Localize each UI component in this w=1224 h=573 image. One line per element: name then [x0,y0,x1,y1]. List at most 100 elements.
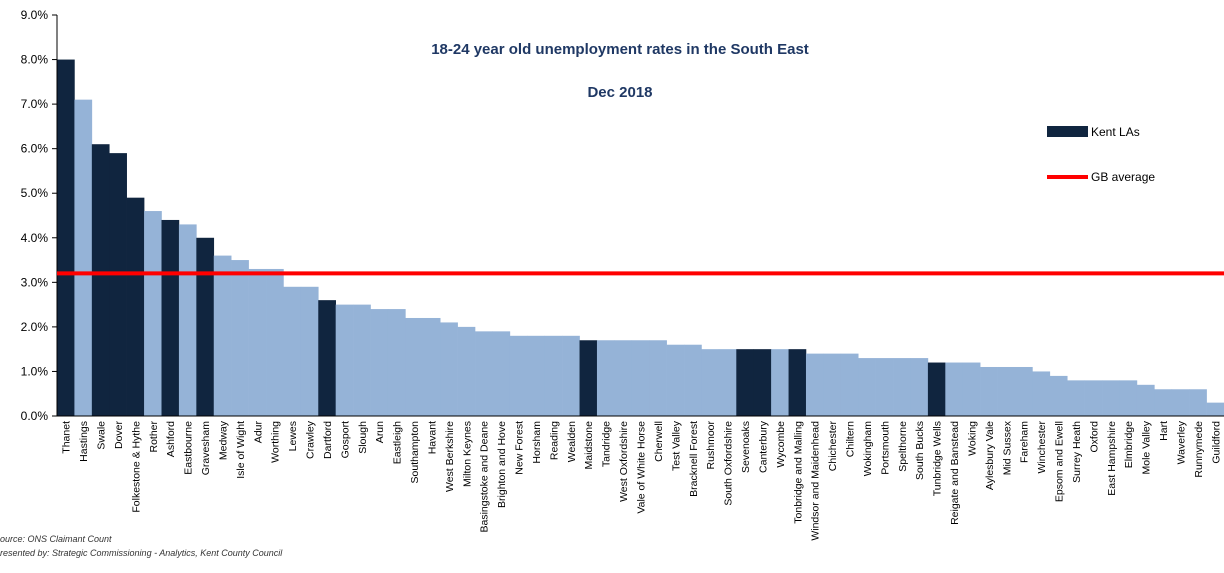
x-tick-label: Swale [96,421,108,450]
bar-winchester [1032,371,1051,416]
x-tick-label: Cherwell [653,421,665,462]
x-tick-label: Havant [426,421,438,454]
x-tick-label: New Forest [514,421,526,475]
chart-subtitle: Dec 2018 [587,84,652,101]
x-tick-label: Brighton and Hove [496,421,508,508]
bar-fareham [1014,366,1033,416]
bar-gravesham [196,237,215,416]
x-tick-label: Basingstoke and Deane [479,421,491,533]
bar-waverley [1171,389,1190,416]
chart-title: 18-24 year old unemployment rates in the… [431,41,809,58]
bar-rother [144,211,162,416]
bar-crawley [300,286,319,416]
bar-hastings [74,99,93,417]
bar-west-oxfordshire [614,340,633,416]
bar-havant [422,317,441,416]
bar-windsor-and-maidenhead [805,353,824,416]
x-tick-label: Wokingham [862,421,874,477]
bar-dartford [318,300,336,416]
bar-chichester [823,353,842,416]
bar-thanet [57,59,75,417]
x-tick-label: Gosport [339,421,351,458]
bar-guildford [1206,402,1224,416]
x-tick-label: Rushmoor [705,420,717,469]
bar-adur [248,268,267,416]
bar-tandridge [596,340,615,416]
y-tick-label: 0.0% [21,409,49,423]
x-tick-label: Mid Sussex [1001,420,1013,475]
x-tick-label: Thanet [61,421,73,454]
x-tick-label: Aylesbury Vale [984,421,996,490]
x-tick-label: West Berkshire [444,421,456,492]
y-tick-label: 3.0% [21,275,49,289]
x-tick-label: Ashford [165,421,177,457]
x-tick-label: West Oxfordshire [618,421,630,502]
x-tick-label: Bracknell Forest [688,421,700,497]
bar-swale [91,144,110,416]
x-tick-label: Southampton [409,421,421,484]
bar-south-oxfordshire [718,349,737,416]
x-tick-label: Worthing [270,421,282,463]
bar-surrey-heath [1067,380,1085,416]
y-axis: 0.0% 1.0% 2.0% 3.0% 4.0% 5.0% 6.0% 7.0% 8.0% 9.0% [21,8,1224,423]
x-tick-label: Horsham [531,421,543,464]
x-tick-label: Milton Keynes [461,421,473,487]
x-tick-label: Waverley [1175,420,1187,464]
x-axis: Thanet Hastings Swale Dover Folkestone & Hyt… [61,420,1223,540]
bar-aylesbury-vale [980,366,998,416]
bar-arun [370,309,389,416]
x-tick-label: Fareham [1019,421,1031,463]
bar-eastleigh [387,309,406,416]
bar-west-berkshire [440,322,458,416]
bar-tonbridge-and-malling [788,349,807,416]
bar-rushmoor [701,349,720,416]
x-tick-label: South Bucks [914,421,926,480]
x-tick-label: Reigate and Banstead [949,421,961,525]
x-tick-label: Windsor and Maidenhead [810,421,822,541]
x-tick-label: Mole Valley [1141,420,1153,474]
y-tick-label: 7.0% [21,97,49,111]
bar-slough [353,304,371,416]
x-tick-label: Vale of White Horse [636,421,648,514]
bar-portsmouth [875,358,894,416]
x-tick-label: Hastings [78,421,90,462]
x-tick-label: Medway [217,420,229,460]
bar-maidstone [579,340,598,416]
bar-hart [1154,389,1173,416]
bar-lewes [283,286,302,416]
x-tick-label: Wealden [566,421,578,462]
bar-southampton [405,317,424,416]
x-tick-label: South Oxfordshire [723,421,735,506]
x-tick-label: Eastleigh [392,421,404,464]
x-tick-label: Reading [548,421,560,460]
bar-wokingham [858,358,876,416]
x-tick-label: Chichester [827,421,839,472]
bar-epsom-and-ewell [1049,375,1068,416]
bar-horsham [527,335,546,416]
y-tick-label: 2.0% [21,320,49,334]
x-tick-label: Epsom and Ewell [1054,421,1066,502]
bar-brighton-and-hove [492,331,511,416]
x-tick-label: Tonbridge and Malling [792,421,804,524]
x-tick-label: Chiltern [845,421,857,457]
legend-label-gb: GB average [1091,170,1155,184]
bar-test-valley [666,344,685,416]
bar-chiltern [840,353,859,416]
x-tick-label: Wycombe [775,421,787,468]
bar-south-bucks [910,358,929,416]
x-tick-label: Folkestone & Hythe [130,421,142,513]
bar-cherwell [649,340,667,416]
x-tick-label: Dover [113,421,125,450]
bar-east-hampshire [1102,380,1120,416]
bar-runnymede [1189,389,1207,416]
x-tick-label: Portsmouth [879,421,891,475]
x-tick-label: Surrey Heath [1071,421,1083,483]
y-tick-label: 6.0% [21,142,49,156]
x-tick-label: Slough [357,421,369,454]
x-tick-label: Test Valley [670,420,682,471]
x-tick-label: Tunbridge Wells [932,421,944,496]
bar-folkestone-hythe [126,197,145,416]
bar-new-forest [509,335,528,416]
bars-group [57,59,1224,417]
